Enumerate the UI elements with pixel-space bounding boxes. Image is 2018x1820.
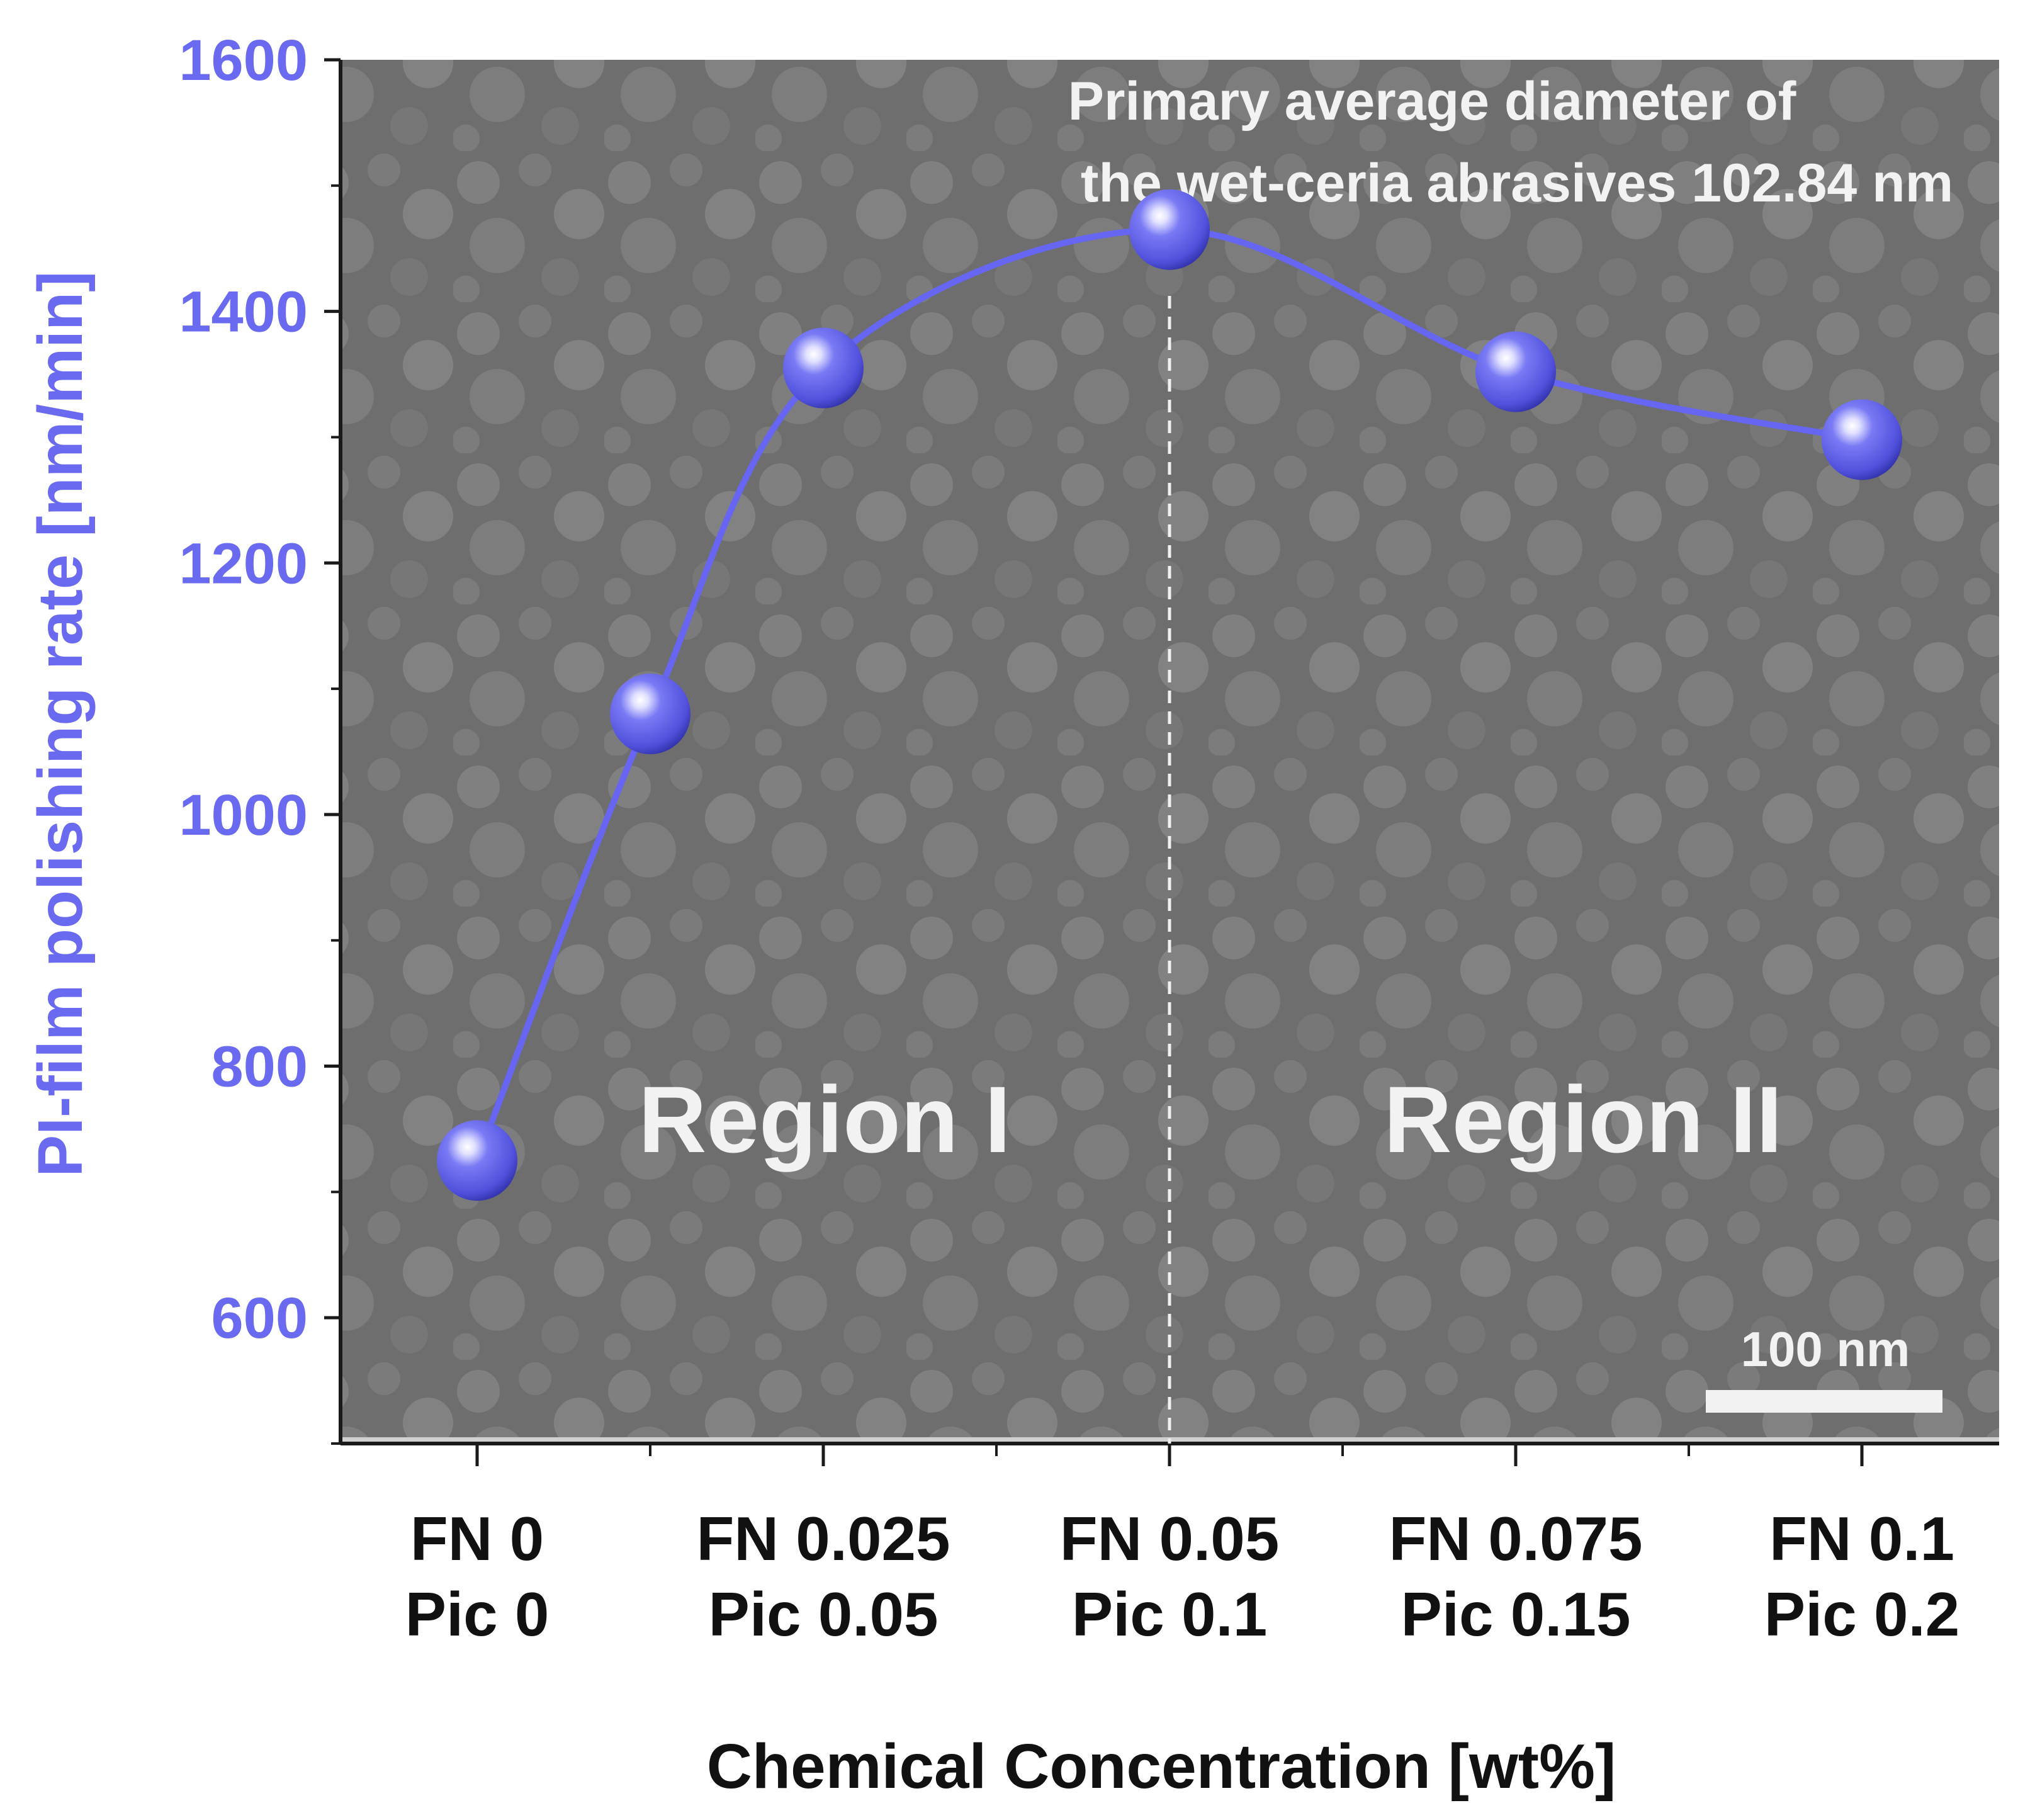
region-1-label: Region I [638, 1066, 1011, 1172]
x-tick-label: FN 0.1 [1769, 1504, 1954, 1573]
x-tick-label: FN 0.05 [1060, 1504, 1280, 1573]
data-point [610, 674, 691, 755]
y-axis-title: PI-film polishing rate [nm/min] [25, 271, 96, 1177]
axes: 600 800 1000 1200 1400 1600 FN 0 Pic 0 FN 0.025… [179, 28, 1999, 1649]
data-point [1129, 189, 1210, 270]
y-tick-label: 1000 [179, 783, 308, 847]
sem-micrograph-background [341, 60, 1999, 1444]
header-annotation-line1: Primary average diameter of [1068, 71, 1796, 132]
y-tick-label: 600 [211, 1286, 308, 1350]
y-tick-label: 800 [211, 1035, 308, 1099]
header-annotation-line2: the wet-ceria abrasives 102.84 nm [1081, 153, 1953, 213]
region-2-label: Region II [1384, 1066, 1782, 1172]
y-tick-label: 1200 [179, 531, 308, 596]
y-tick-label: 1400 [179, 280, 308, 344]
x-tick-label: Pic 0.15 [1401, 1580, 1630, 1649]
y-ticks: 600 800 1000 1200 1400 1600 [179, 28, 341, 1445]
data-point [437, 1120, 517, 1201]
x-tick-label: FN 0 [410, 1504, 544, 1573]
x-tick-label: Pic 0 [405, 1580, 550, 1649]
x-tick-label: FN 0.025 [696, 1504, 950, 1573]
series-layer [437, 189, 1902, 1201]
x-ticks: FN 0 Pic 0 FN 0.025 Pic 0.05 FN 0.05 Pic 0.1 F… [405, 1444, 1960, 1649]
y-tick-label: 1600 [179, 28, 308, 93]
x-tick-label: Pic 0.2 [1764, 1580, 1960, 1649]
data-point [1475, 331, 1556, 412]
x-tick-label: FN 0.075 [1389, 1504, 1642, 1573]
scale-bar [1706, 1390, 1942, 1413]
x-axis-title: Chemical Concentration [wt%] [707, 1731, 1616, 1802]
x-tick-label: Pic 0.05 [708, 1580, 938, 1649]
scale-bar-label: 100 nm [1741, 1321, 1910, 1377]
x-tick-label: Pic 0.1 [1072, 1580, 1268, 1649]
data-point [783, 327, 864, 409]
data-point [1822, 399, 1902, 480]
